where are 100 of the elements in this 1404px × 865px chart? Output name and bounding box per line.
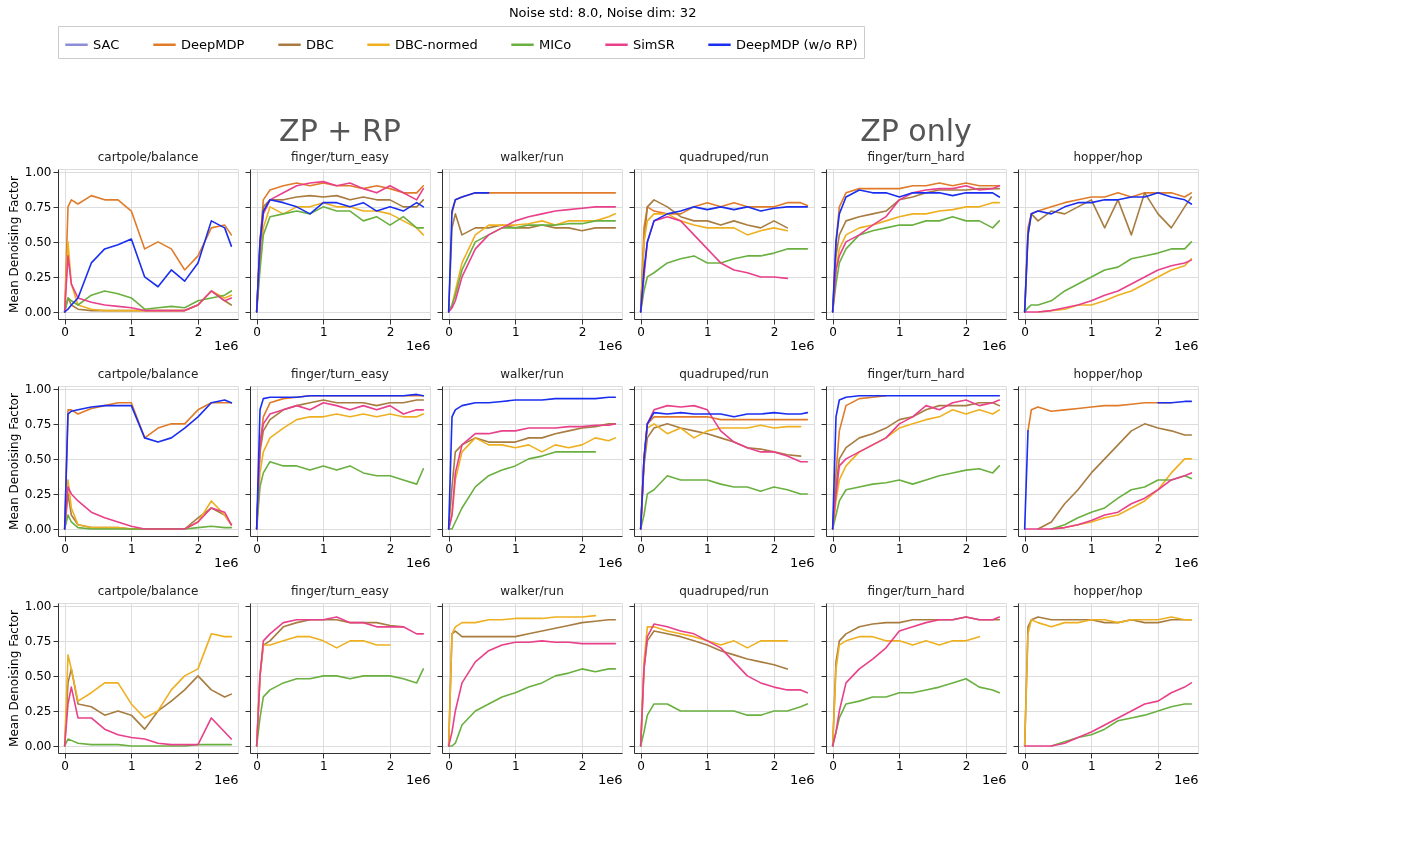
x-tick-label: 2 (386, 758, 395, 773)
y-tick-label: 1.00 (24, 382, 52, 397)
x-tick-label: 1 (320, 541, 328, 556)
x-tick-label: 2 (962, 541, 971, 556)
chart-title: finger/turn_easy (291, 150, 389, 164)
x-tick-label: 1 (896, 758, 904, 773)
x-tick-label: 1 (704, 324, 712, 339)
x-tick-label: 2 (1154, 541, 1163, 556)
x-tick-label: 0 (445, 758, 453, 773)
chart-title: hopper/hop (1073, 367, 1143, 381)
text: Noise std: 8.0, Noise dim: 32 (508, 4, 697, 20)
chart-title: cartpole/balance (97, 584, 199, 598)
y-tick-label: 0.25 (24, 487, 52, 502)
x-tick-label: 2 (770, 758, 779, 773)
x-axis-title: 1e6 (405, 771, 431, 787)
x-tick-label: 0 (253, 758, 261, 773)
x-tick-label: 0 (1021, 541, 1029, 556)
x-tick-label: 2 (194, 541, 203, 556)
x-axis-title: 1e6 (789, 337, 815, 353)
x-axis-title: 1e6 (789, 771, 815, 787)
x-axis-title: 1e6 (1173, 554, 1199, 570)
x-tick-label: 1 (896, 324, 904, 339)
x-tick-label: 0 (637, 541, 645, 556)
chart-title: walker/run (500, 584, 564, 598)
y-axis-title: Mean Denoising Factor (6, 176, 21, 313)
y-tick-label: 0.75 (24, 417, 52, 432)
y-tick-label: 1.00 (24, 599, 52, 614)
y-tick-label: 0.75 (24, 634, 52, 649)
chart-title: hopper/hop (1073, 584, 1143, 598)
legend-label: DBC (306, 36, 334, 52)
chart-title: cartpole/balance (97, 367, 199, 381)
x-tick-label: 1 (320, 758, 328, 773)
x-axis-title: 1e6 (789, 554, 815, 570)
chart-title: finger/turn_hard (867, 367, 965, 381)
x-axis-title: 1e6 (213, 337, 239, 353)
x-tick-label: 0 (829, 758, 837, 773)
x-tick-label: 0 (829, 541, 837, 556)
x-tick-label: 0 (637, 324, 645, 339)
x-tick-label: 2 (1154, 324, 1163, 339)
x-tick-label: 1 (512, 758, 520, 773)
y-tick-label: 1.00 (24, 165, 52, 180)
legend-label: DeepMDP (181, 36, 245, 52)
y-tick-label: 0.50 (24, 452, 52, 467)
x-axis-title: 1e6 (405, 554, 431, 570)
x-tick-label: 0 (253, 324, 261, 339)
x-axis-title: 1e6 (1173, 771, 1199, 787)
x-tick-label: 0 (1021, 324, 1029, 339)
x-tick-label: 1 (128, 541, 136, 556)
x-tick-label: 1 (512, 324, 520, 339)
x-axis-title: 1e6 (981, 554, 1007, 570)
chart-title: quadruped/run (679, 367, 769, 381)
x-tick-label: 1 (1088, 541, 1096, 556)
x-tick-label: 1 (128, 758, 136, 773)
x-axis-title: 1e6 (1173, 337, 1199, 353)
x-axis-title: 1e6 (213, 771, 239, 787)
chart-title: finger/turn_hard (867, 584, 965, 598)
x-tick-label: 2 (578, 324, 587, 339)
text: ZP only (860, 113, 972, 148)
x-tick-label: 2 (770, 541, 779, 556)
legend-label: DBC-normed (395, 36, 478, 52)
x-tick-label: 1 (704, 541, 712, 556)
x-tick-label: 2 (194, 758, 203, 773)
x-tick-label: 0 (637, 758, 645, 773)
x-tick-label: 2 (386, 541, 395, 556)
text: ZP + RP (279, 113, 401, 148)
legend-label: SimSR (633, 36, 675, 52)
y-tick-label: 0.00 (24, 305, 52, 320)
chart-title: quadruped/run (679, 584, 769, 598)
x-tick-label: 1 (896, 541, 904, 556)
x-tick-label: 2 (578, 758, 587, 773)
x-tick-label: 2 (962, 324, 971, 339)
x-tick-label: 0 (61, 541, 69, 556)
x-tick-label: 0 (829, 324, 837, 339)
x-axis-title: 1e6 (981, 337, 1007, 353)
chart-title: finger/turn_hard (867, 150, 965, 164)
x-axis-title: 1e6 (597, 554, 623, 570)
x-tick-label: 2 (962, 758, 971, 773)
x-tick-label: 1 (1088, 758, 1096, 773)
x-tick-label: 0 (445, 541, 453, 556)
legend-label: DeepMDP (w/o RP) (736, 36, 858, 52)
x-tick-label: 2 (194, 324, 203, 339)
x-axis-title: 1e6 (213, 554, 239, 570)
x-tick-label: 0 (61, 758, 69, 773)
x-tick-label: 1 (128, 324, 136, 339)
x-axis-title: 1e6 (405, 337, 431, 353)
chart-title: quadruped/run (679, 150, 769, 164)
x-tick-label: 0 (445, 324, 453, 339)
x-tick-label: 2 (1154, 758, 1163, 773)
y-tick-label: 0.00 (24, 739, 52, 754)
chart-title: hopper/hop (1073, 150, 1143, 164)
x-tick-label: 0 (253, 541, 261, 556)
y-tick-label: 0.50 (24, 669, 52, 684)
x-tick-label: 0 (1021, 758, 1029, 773)
x-tick-label: 2 (770, 324, 779, 339)
y-tick-label: 0.00 (24, 522, 52, 537)
x-tick-label: 1 (512, 541, 520, 556)
y-tick-label: 0.25 (24, 704, 52, 719)
x-tick-label: 1 (1088, 324, 1096, 339)
x-tick-label: 1 (704, 758, 712, 773)
y-axis-title: Mean Denoising Factor (6, 610, 21, 747)
